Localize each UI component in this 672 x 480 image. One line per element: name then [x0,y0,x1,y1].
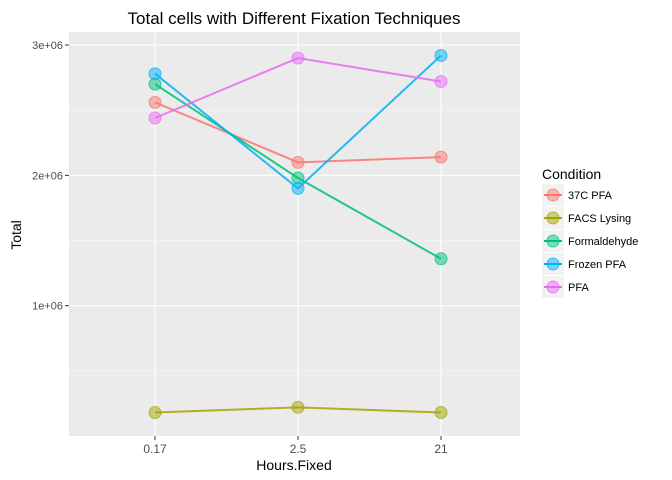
x-tick-label: 21 [434,442,448,456]
data-point [291,400,305,414]
series-layer [148,48,448,420]
legend-key-point [546,234,560,248]
legend-item: 37C PFA [542,184,613,206]
x-tick-label: 2.5 [290,442,307,456]
x-tick-label: 0.17 [143,442,167,456]
chart-title: Total cells with Different Fixation Tech… [128,9,461,28]
series-formaldehyde [148,77,448,266]
data-point [148,111,162,125]
y-tick-label: 3e+06 [32,40,63,52]
data-point [148,67,162,81]
legend-label: Formaldehyde [568,236,638,248]
series-frozen-pfa [148,48,448,195]
data-point [434,48,448,62]
data-point [291,181,305,195]
data-point [291,155,305,169]
legend-label: PFA [568,282,589,294]
legend-item: FACS Lysing [542,207,631,229]
data-point [434,406,448,420]
legend-item: PFA [542,276,589,298]
legend-label: 37C PFA [568,190,613,202]
plot-background [69,32,520,436]
legend: Condition 37C PFA FACS Lysing Formaldehyde… [542,166,638,298]
data-point [291,51,305,65]
legend-key-point [546,257,560,271]
series-37c-pfa [148,95,448,169]
data-point [434,75,448,89]
data-point [148,95,162,109]
y-axis-label: Total [8,220,24,250]
y-tick-label: 1e+06 [32,301,63,313]
data-point [434,252,448,266]
series-facs-lysing [148,400,448,420]
y-tick-label: 2e+06 [32,170,63,182]
legend-label: FACS Lysing [568,213,631,225]
legend-title: Condition [542,166,601,182]
legend-key-point [546,280,560,294]
legend-key-point [546,211,560,225]
legend-label: Frozen PFA [568,259,627,271]
series-pfa [148,51,448,125]
legend-key-point [546,188,560,202]
x-axis-label: Hours.Fixed [256,457,331,473]
plot-panel [69,32,520,436]
legend-item: Formaldehyde [542,230,638,252]
data-point [148,406,162,420]
data-point [434,150,448,164]
axes: 1e+06 2e+06 3e+06 0.17 2.5 21 [32,40,448,456]
legend-item: Frozen PFA [542,253,627,275]
